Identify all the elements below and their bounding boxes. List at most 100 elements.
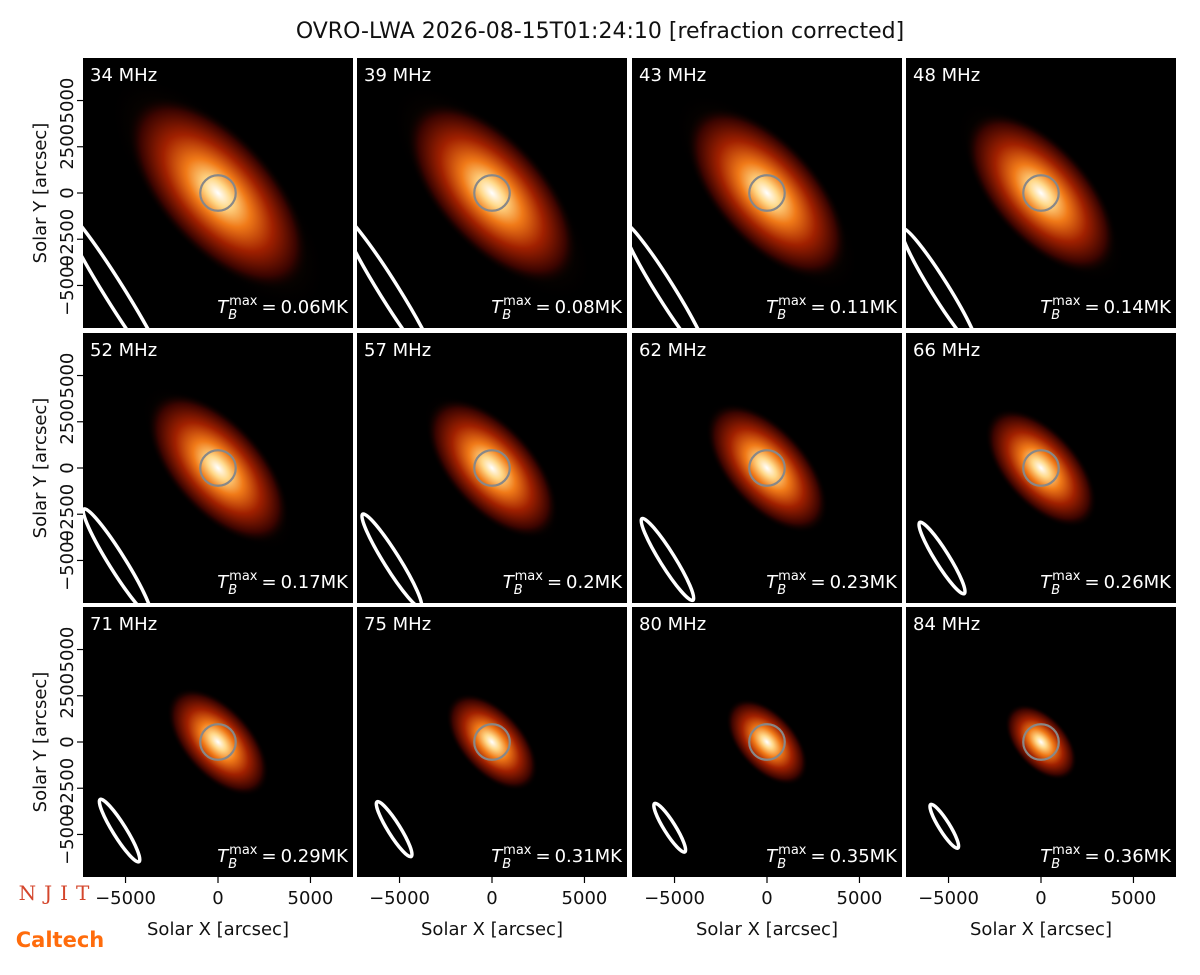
tb-sub: B <box>228 308 237 323</box>
y-axis-label: Solar Y [arcsec] <box>30 123 51 264</box>
tb-sup: max <box>1052 843 1081 858</box>
tb-symbol: T <box>217 572 230 593</box>
solar-disc <box>473 723 511 761</box>
frequency-label: 66 MHz <box>913 340 980 361</box>
y-tick-label: 2500 <box>57 124 78 170</box>
beam <box>97 797 142 864</box>
y-tick-label: 5000 <box>57 627 78 673</box>
solar-disc <box>199 723 237 761</box>
frequency-label: 48 MHz <box>913 65 980 86</box>
tb-sup: max <box>229 569 258 584</box>
tb-sub: B <box>777 308 786 323</box>
tb-sup: max <box>503 294 532 309</box>
tb-annotation: TBmax = 0.11MK <box>766 294 898 323</box>
x-tick-label: 5000 <box>1111 888 1157 909</box>
tb-sup: max <box>503 843 532 858</box>
emission <box>126 95 310 291</box>
solar-disc <box>748 174 786 212</box>
tb-value: 0.06MK <box>281 297 350 318</box>
beam <box>906 226 981 328</box>
solar-disc <box>748 449 786 487</box>
x-axis-label: Solar X [arcsec] <box>147 919 289 940</box>
tb-sub: B <box>228 583 237 598</box>
tb-symbol: T <box>1040 572 1053 593</box>
y-tick-label: −2500 <box>57 209 78 270</box>
x-axis-label: Solar X [arcsec] <box>696 919 838 940</box>
y-tick-label: −2500 <box>57 758 78 819</box>
solar-disc <box>473 449 511 487</box>
tb-sub: B <box>502 857 511 872</box>
y-tick-label: 5000 <box>57 78 78 124</box>
tb-value: 0.23MK <box>830 572 899 593</box>
beam <box>83 507 154 603</box>
tb-symbol: T <box>1040 297 1053 318</box>
tb-symbol: T <box>217 297 230 318</box>
solar-disc <box>1022 174 1060 212</box>
tb-eq: = <box>1084 572 1099 593</box>
tb-value: 0.14MK <box>1104 297 1173 318</box>
tb-annotation: TBmax = 0.29MK <box>217 843 349 872</box>
tb-sub: B <box>502 308 511 323</box>
solar-disc <box>199 449 237 487</box>
emission <box>166 687 270 797</box>
tb-sub: B <box>1051 857 1060 872</box>
tb-sup: max <box>778 569 807 584</box>
tb-value: 0.26MK <box>1104 572 1173 593</box>
emission <box>705 403 829 533</box>
x-tick-label: 0 <box>1035 888 1046 909</box>
tb-annotation: TBmax = 0.36MK <box>1040 843 1172 872</box>
beam <box>374 799 414 859</box>
figure-title: OVRO-LWA 2026-08-15T01:24:10 [refraction… <box>296 19 904 44</box>
panel-image <box>374 693 539 859</box>
x-tick-label: −5000 <box>95 888 156 909</box>
x-tick-label: −5000 <box>644 888 705 909</box>
tb-sub: B <box>1051 308 1060 323</box>
tb-sup: max <box>229 843 258 858</box>
tb-sup: max <box>229 294 258 309</box>
tb-eq: = <box>1084 297 1099 318</box>
tb-value: 0.36MK <box>1104 846 1173 867</box>
tb-value: 0.08MK <box>555 297 624 318</box>
emission <box>685 106 849 280</box>
tb-symbol: T <box>1040 846 1053 867</box>
panel-image <box>639 400 830 603</box>
frequency-label: 43 MHz <box>639 65 706 86</box>
tb-eq: = <box>261 572 276 593</box>
logo-njit: NJIT <box>19 881 98 905</box>
y-tick-label: 0 <box>57 462 78 473</box>
x-tick-label: 5000 <box>288 888 334 909</box>
tb-value: 0.11MK <box>830 297 899 318</box>
y-axis-label: Solar Y [arcsec] <box>30 398 51 539</box>
y-tick-label: −5000 <box>57 530 78 591</box>
tb-sub: B <box>1051 583 1060 598</box>
panel-image <box>360 391 563 603</box>
tb-annotation: TBmax = 0.2MK <box>503 569 624 598</box>
tb-eq: = <box>810 572 825 593</box>
tb-sup: max <box>515 569 544 584</box>
solar-disc <box>473 174 511 212</box>
tb-eq: = <box>810 297 825 318</box>
emission <box>425 397 559 539</box>
tb-annotation: TBmax = 0.08MK <box>491 294 623 323</box>
frequency-label: 34 MHz <box>90 65 157 86</box>
tb-eq: = <box>261 297 276 318</box>
panel-image <box>928 703 1078 850</box>
emission <box>405 101 579 285</box>
tb-symbol: T <box>217 846 230 867</box>
tb-value: 0.2MK <box>566 572 623 593</box>
y-tick-label: 2500 <box>57 399 78 445</box>
tb-eq: = <box>261 846 276 867</box>
panel-image <box>357 82 594 328</box>
tb-sup: max <box>778 843 807 858</box>
tb-eq: = <box>547 572 562 593</box>
panel-image <box>906 99 1128 328</box>
beam <box>360 512 424 603</box>
emission <box>984 408 1098 528</box>
y-tick-label: 2500 <box>57 673 78 719</box>
tb-eq: = <box>1084 846 1099 867</box>
frequency-label: 52 MHz <box>90 340 157 361</box>
frequency-label: 75 MHz <box>364 614 431 635</box>
tb-sub: B <box>514 583 523 598</box>
frequency-label: 57 MHz <box>364 340 431 361</box>
